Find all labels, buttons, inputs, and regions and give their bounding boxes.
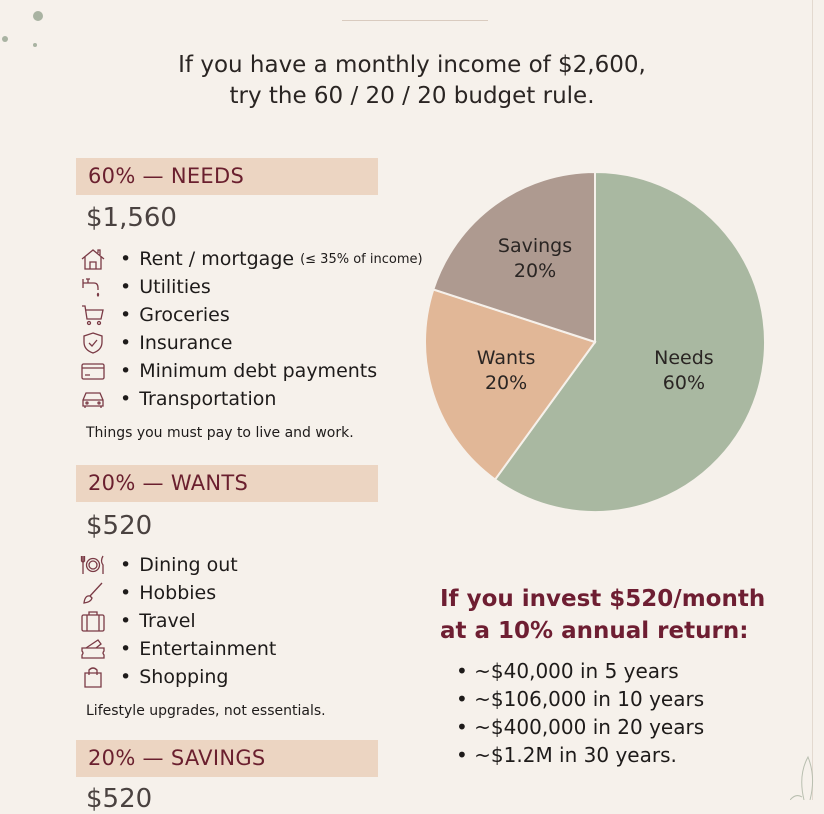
wants-heading: 20% — WANTS [76,465,378,502]
pie-label-name: Wants [476,346,536,369]
suitcase-icon [81,611,105,632]
item-label: Transportation [139,388,277,410]
savings-heading: 20% — SAVINGS [76,740,378,777]
list-item: • Dining out [80,551,276,579]
cart-icon [82,305,104,326]
pie-label-wants: Wants 20% [477,346,536,396]
item-label: Insurance [139,332,233,354]
list-item: • Rent / mortgage (≤ 35% of income) [80,245,423,273]
wants-list: • Dining out • Hobbies • Travel • Entertainm… [80,551,276,691]
pie-label-value: 20% [513,260,557,283]
list-item: • Transportation [80,385,423,413]
item-label: Shopping [139,666,229,688]
pie-label-name: Savings [497,235,573,258]
divider [812,0,813,800]
item-label: Entertainment [139,638,277,660]
invest-title-line-2: at a 10% annual return: [440,618,749,644]
list-item: • Insurance [80,329,423,357]
item-label: Hobbies [139,582,217,604]
pie-label-value: 20% [484,371,528,394]
invest-title: If you invest $520/month at a 10% annual… [440,583,765,647]
invest-list: • ~$40,000 in 5 years • ~$106,000 in 10 … [456,657,704,769]
wants-amount: $520 [86,511,153,541]
car-icon [82,392,104,408]
pie-label-needs: Needs 60% [654,346,714,396]
list-item: • Travel [80,607,276,635]
decorative-dot [2,36,8,42]
list-item: • ~$1.2M in 30 years. [456,743,677,767]
pie-label-value: 60% [662,371,706,394]
pie-slice-needs [493,170,766,513]
title-line-2: try the 60 / 20 / 20 budget rule. [229,83,595,109]
list-item: • Entertainment [80,635,276,663]
invest-item: ~$40,000 in 5 years [474,659,679,683]
list-item: • Hobbies [80,579,276,607]
shield-icon [83,332,103,354]
list-item: • ~$400,000 in 20 years [456,715,705,739]
leaf-decoration-icon [790,755,814,800]
list-item: • Minimum debt payments [80,357,423,385]
needs-heading-text: 60% — NEEDS [88,164,245,188]
item-label: Utilities [139,276,211,298]
pie-label-savings: Savings 20% [498,234,572,284]
wants-heading-text: 20% — WANTS [88,471,249,495]
title-line-1: If you have a monthly income of $2,600, [178,52,646,78]
needs-list: • Rent / mortgage (≤ 35% of income) • Utili… [80,245,423,413]
savings-heading-text: 20% — SAVINGS [88,746,266,770]
list-item: • Utilities [80,273,423,301]
item-label: Rent / mortgage [139,248,295,270]
wants-description: Lifestyle upgrades, not essentials. [86,703,326,719]
dining-icon [80,555,104,574]
savings-amount: $520 [86,784,153,814]
shopping-bag-icon [84,667,102,688]
decorative-dot [33,43,37,47]
item-label: Minimum debt payments [139,360,378,382]
pie-label-name: Needs [654,346,714,369]
invest-title-line-1: If you invest $520/month [440,586,766,612]
faucet-icon [82,278,100,297]
invest-item: ~$106,000 in 10 years [474,687,705,711]
needs-amount: $1,560 [86,203,177,233]
decorative-dot [33,11,43,21]
invest-item: ~$1.2M in 30 years. [474,743,677,767]
item-label: Dining out [139,554,238,576]
house-icon [81,249,105,270]
list-item: • Shopping [80,663,276,691]
pie-slice-wants [424,288,597,481]
invest-item: ~$400,000 in 20 years [474,715,705,739]
divider [342,20,488,21]
brush-icon [83,582,103,604]
list-item: • ~$106,000 in 10 years [456,687,705,711]
pie-slice-savings [432,170,596,344]
item-label: Travel [139,610,196,632]
item-label: Groceries [139,304,230,326]
item-note: (≤ 35% of income) [300,251,423,267]
needs-heading: 60% — NEEDS [76,158,378,195]
pie-svg [424,170,766,513]
list-item: • ~$40,000 in 5 years [456,659,679,683]
pie-chart: Needs 60% Wants 20% Savings 20% [420,167,770,517]
ticket-icon [81,639,105,659]
page-title: If you have a monthly income of $2,600, … [0,50,824,112]
list-item: • Groceries [80,301,423,329]
needs-description: Things you must pay to live and work. [86,425,354,441]
credit-card-icon [81,363,105,380]
